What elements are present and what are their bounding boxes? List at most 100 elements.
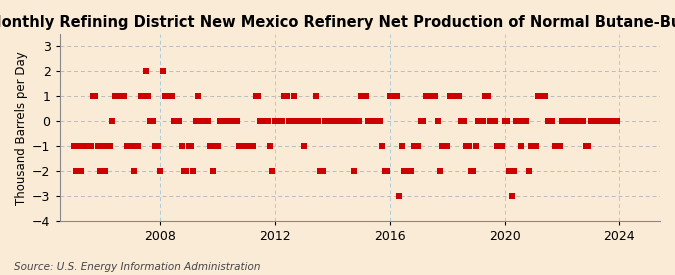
Point	[174, 119, 185, 124]
Point	[494, 144, 505, 149]
Point	[296, 119, 306, 124]
Point	[420, 94, 431, 99]
Point	[531, 144, 541, 149]
Point	[243, 144, 254, 149]
Point	[92, 144, 103, 149]
Point	[83, 144, 94, 149]
Point	[193, 94, 204, 99]
Point	[483, 94, 493, 99]
Point	[401, 169, 412, 174]
Point	[489, 119, 500, 124]
Point	[360, 94, 371, 99]
Point	[181, 169, 192, 174]
Point	[470, 144, 481, 149]
Point	[313, 119, 323, 124]
Point	[221, 119, 232, 124]
Point	[100, 169, 111, 174]
Point	[373, 119, 383, 124]
Point	[212, 144, 223, 149]
Point	[559, 119, 570, 124]
Point	[566, 119, 577, 124]
Point	[348, 169, 359, 174]
Point	[202, 119, 213, 124]
Point	[97, 144, 108, 149]
Point	[229, 119, 240, 124]
Point	[609, 119, 620, 124]
Point	[473, 119, 484, 124]
Point	[375, 119, 385, 124]
Point	[485, 119, 495, 124]
Point	[520, 119, 531, 124]
Point	[162, 94, 173, 99]
Point	[105, 144, 115, 149]
Point	[157, 69, 168, 74]
Point	[514, 119, 524, 124]
Point	[454, 94, 464, 99]
Point	[109, 94, 120, 99]
Point	[468, 169, 479, 174]
Point	[404, 169, 414, 174]
Point	[114, 94, 125, 99]
Point	[241, 144, 252, 149]
Point	[573, 119, 584, 124]
Point	[198, 119, 209, 124]
Point	[590, 119, 601, 124]
Point	[210, 144, 221, 149]
Point	[190, 119, 201, 124]
Point	[327, 119, 338, 124]
Point	[549, 144, 560, 149]
Point	[432, 119, 443, 124]
Point	[504, 169, 514, 174]
Point	[116, 94, 127, 99]
Point	[449, 94, 460, 99]
Point	[294, 119, 304, 124]
Point	[325, 119, 335, 124]
Point	[382, 169, 393, 174]
Point	[200, 119, 211, 124]
Point	[150, 144, 161, 149]
Point	[102, 144, 113, 149]
Point	[554, 144, 565, 149]
Point	[322, 119, 333, 124]
Point	[456, 119, 467, 124]
Point	[80, 144, 91, 149]
Point	[392, 94, 402, 99]
Point	[362, 119, 373, 124]
Point	[272, 119, 283, 124]
Point	[286, 119, 297, 124]
Point	[540, 94, 551, 99]
Point	[604, 119, 615, 124]
Point	[535, 94, 546, 99]
Point	[365, 119, 376, 124]
Point	[238, 144, 249, 149]
Point	[506, 194, 517, 199]
Point	[303, 119, 314, 124]
Point	[370, 119, 381, 124]
Point	[310, 94, 321, 99]
Point	[145, 119, 156, 124]
Point	[423, 94, 433, 99]
Point	[612, 119, 622, 124]
Point	[564, 119, 574, 124]
Point	[339, 119, 350, 124]
Point	[250, 94, 261, 99]
Point	[542, 119, 553, 124]
Point	[580, 144, 591, 149]
Point	[344, 119, 354, 124]
Point	[571, 119, 582, 124]
Point	[394, 194, 404, 199]
Point	[557, 119, 568, 124]
Point	[138, 94, 148, 99]
Point	[217, 119, 227, 124]
Point	[111, 94, 122, 99]
Point	[128, 169, 139, 174]
Point	[480, 94, 491, 99]
Point	[274, 119, 285, 124]
Point	[475, 119, 486, 124]
Point	[351, 119, 362, 124]
Point	[122, 144, 132, 149]
Point	[595, 119, 605, 124]
Point	[367, 119, 378, 124]
Point	[167, 94, 178, 99]
Point	[389, 94, 400, 99]
